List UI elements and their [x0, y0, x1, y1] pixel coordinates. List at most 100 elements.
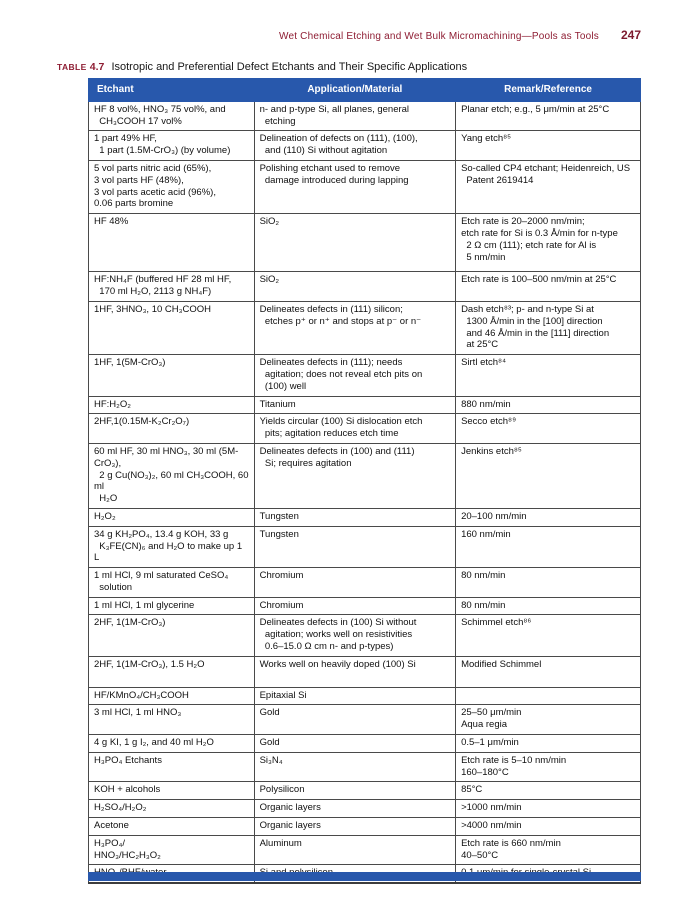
- caption-label: TABLE: [57, 62, 87, 72]
- table-row: H₂SO₄/H₂O₂ Organic layers >1000 nm/min: [88, 799, 641, 819]
- etchant-cell: 1 part 49% HF, 1 part (1.5M-CrO₃) (by vo…: [88, 130, 255, 161]
- remark-cell: 80 nm/min: [455, 567, 641, 598]
- etchant-cell: KOH + alcohols: [88, 781, 255, 801]
- etchant-cell: 2HF, 1(1M-CrO₃), 1.5 H₂O: [88, 655, 255, 688]
- table-row: 1 ml HCl, 9 ml saturated CeSO₄ solution …: [88, 567, 641, 598]
- application-cell: Organic layers: [253, 817, 457, 836]
- remark-cell: 0.5–1 μm/min: [455, 734, 641, 753]
- application-cell: Tungsten: [253, 507, 457, 527]
- remark-cell: >1000 nm/min: [455, 799, 641, 819]
- table-row: 5 vol parts nitric acid (65%), 3 vol par…: [88, 159, 641, 215]
- application-cell: Epitaxial Si: [253, 686, 457, 706]
- etchant-cell: 1HF, 3HNO₃, 10 CH₃COOH: [88, 300, 255, 356]
- application-cell: Delineation of defects on (111), (100), …: [253, 130, 457, 161]
- etchant-cell: H₂O₂: [88, 507, 255, 527]
- remark-cell: So-called CP4 etchant; Heidenreich, US P…: [455, 159, 641, 215]
- table-row: 1 part 49% HF, 1 part (1.5M-CrO₃) (by vo…: [88, 130, 641, 161]
- etchant-cell: Acetone: [88, 817, 255, 836]
- application-cell: Chromium: [253, 596, 457, 616]
- remark-cell: Jenkins etch⁸⁵: [455, 442, 641, 509]
- running-head-title: Wet Chemical Etching and Wet Bulk Microm…: [279, 31, 599, 42]
- remark-cell: Yang etch⁸⁵: [455, 130, 641, 161]
- application-cell: Yields circular (100) Si dislocation etc…: [253, 413, 457, 444]
- table-row: 60 ml HF, 30 ml HNO₃, 30 ml (5M-CrO₃), 2…: [88, 442, 641, 509]
- remark-cell: Etch rate is 660 nm/min 40–50°C: [455, 834, 641, 866]
- etchant-cell: 4 g KI, 1 g I₂, and 40 ml H₂O: [88, 734, 255, 753]
- etchant-cell: 2HF,1(0.15M-K₂Cr₂O₇): [88, 413, 255, 444]
- table-row: H₃PO₄/ HNO₃/HC₂H₃O₂ Aluminum Etch rate i…: [88, 834, 641, 866]
- table-row: 1HF, 3HNO₃, 10 CH₃COOH Delineates defect…: [88, 300, 641, 356]
- table-body: HF 8 vol%, HNO₃ 75 vol%, and CH₃COOH 17 …: [88, 100, 641, 884]
- application-cell: Delineates defects in (111); needs agita…: [253, 354, 457, 397]
- table-row: Acetone Organic layers >4000 nm/min: [88, 817, 641, 836]
- etchant-cell: 34 g KH₂PO₄, 13.4 g KOH, 33 g K₃FE(CN)₆ …: [88, 525, 255, 569]
- remark-cell: 25–50 μm/min Aqua regia: [455, 704, 641, 736]
- etchants-table: Etchant Application/Material Remark/Refe…: [88, 78, 641, 885]
- remark-cell: 20–100 nm/min: [455, 507, 641, 527]
- remark-cell: >4000 nm/min: [455, 817, 641, 836]
- etchant-cell: 1 ml HCl, 9 ml saturated CeSO₄ solution: [88, 567, 255, 598]
- application-cell: Polysilicon: [253, 781, 457, 801]
- table-row: 4 g KI, 1 g I₂, and 40 ml H₂O Gold 0.5–1…: [88, 734, 641, 753]
- table-row: HF 8 vol%, HNO₃ 75 vol%, and CH₃COOH 17 …: [88, 100, 641, 132]
- etchant-cell: 3 ml HCl, 1 ml HNO₃: [88, 704, 255, 736]
- table-row: HF:NH₄F (buffered HF 28 ml HF, 170 ml H₂…: [88, 271, 641, 302]
- remark-cell: Dash etch⁸³; p- and n-type Si at 1300 Å/…: [455, 300, 641, 356]
- application-cell: Gold: [253, 734, 457, 753]
- etchant-cell: H₃PO₄/ HNO₃/HC₂H₃O₂: [88, 834, 255, 866]
- etchant-cell: HF 48%: [88, 213, 255, 273]
- table-row: HF:H₂O₂ Titanium 880 nm/min: [88, 395, 641, 415]
- header-cell-application: Application/Material: [253, 78, 457, 102]
- table-row: 2HF,1(0.15M-K₂Cr₂O₇) Yields circular (10…: [88, 413, 641, 444]
- page-number: 247: [620, 28, 641, 42]
- table-row: HF 48% SiO₂ Etch rate is 20–2000 nm/min;…: [88, 213, 641, 273]
- table-row: HF/KMnO₄/CH₃COOH Epitaxial Si: [88, 686, 641, 706]
- application-cell: SiO₂: [253, 271, 457, 302]
- remark-cell: 85°C: [455, 781, 641, 801]
- application-cell: SiO₂: [253, 213, 457, 273]
- remark-cell: Modified Schimmel: [455, 655, 641, 688]
- table-row: 34 g KH₂PO₄, 13.4 g KOH, 33 g K₃FE(CN)₆ …: [88, 525, 641, 569]
- application-cell: Works well on heavily doped (100) Si: [253, 655, 457, 688]
- remark-cell: Etch rate is 20–2000 nm/min; etch rate f…: [455, 213, 641, 273]
- caption-title: Isotropic and Preferential Defect Etchan…: [111, 61, 468, 73]
- application-cell: n- and p-type Si, all planes, general et…: [253, 100, 457, 132]
- remark-cell: 80 nm/min: [455, 596, 641, 616]
- application-cell: Gold: [253, 704, 457, 736]
- etchant-cell: HF:H₂O₂: [88, 395, 255, 415]
- remark-cell: [455, 686, 641, 706]
- table-row: 2HF, 1(1M-CrO₃), 1.5 H₂O Works well on h…: [88, 655, 641, 688]
- etchant-cell: 5 vol parts nitric acid (65%), 3 vol par…: [88, 159, 255, 215]
- footer-rule: [88, 872, 641, 881]
- etchant-cell: HF:NH₄F (buffered HF 28 ml HF, 170 ml H₂…: [88, 271, 255, 302]
- application-cell: Tungsten: [253, 525, 457, 569]
- application-cell: Delineates defects in (100) and (111) Si…: [253, 442, 457, 509]
- remark-cell: Secco etch⁸⁹: [455, 413, 641, 444]
- etchant-cell: 1 ml HCl, 1 ml glycerine: [88, 596, 255, 616]
- remark-cell: 880 nm/min: [455, 395, 641, 415]
- etchant-cell: 1HF, 1(5M-CrO₃): [88, 354, 255, 397]
- remark-cell: Planar etch; e.g., 5 μm/min at 25°C: [455, 100, 641, 132]
- table-caption: TABLE 4.7 Isotropic and Preferential Def…: [57, 61, 647, 73]
- table-row: H₃PO₄ Etchants Si₃N₄ Etch rate is 5–10 n…: [88, 751, 641, 783]
- etchant-cell: HF 8 vol%, HNO₃ 75 vol%, and CH₃COOH 17 …: [88, 100, 255, 132]
- application-cell: Polishing etchant used to remove damage …: [253, 159, 457, 215]
- remark-cell: Sirtl etch⁸⁴: [455, 354, 641, 397]
- application-cell: Titanium: [253, 395, 457, 415]
- remark-cell: Etch rate is 100–500 nm/min at 25°C: [455, 271, 641, 302]
- application-cell: Aluminum: [253, 834, 457, 866]
- remark-cell: 160 nm/min: [455, 525, 641, 569]
- application-cell: Delineates defects in (100) Si without a…: [253, 614, 457, 657]
- remark-cell: Schimmel etch⁸⁶: [455, 614, 641, 657]
- etchant-cell: H₂SO₄/H₂O₂: [88, 799, 255, 819]
- remark-cell: Etch rate is 5–10 nm/min 160–180°C: [455, 751, 641, 783]
- etchant-cell: H₃PO₄ Etchants: [88, 751, 255, 783]
- header-cell-remark: Remark/Reference: [455, 78, 641, 102]
- table-row: KOH + alcohols Polysilicon 85°C: [88, 781, 641, 801]
- application-cell: Delineates defects in (111) silicon; etc…: [253, 300, 457, 356]
- etchant-cell: HF/KMnO₄/CH₃COOH: [88, 686, 255, 706]
- etchant-cell: 60 ml HF, 30 ml HNO₃, 30 ml (5M-CrO₃), 2…: [88, 442, 255, 509]
- etchant-cell: 2HF, 1(1M-CrO₃): [88, 614, 255, 657]
- application-cell: Si₃N₄: [253, 751, 457, 783]
